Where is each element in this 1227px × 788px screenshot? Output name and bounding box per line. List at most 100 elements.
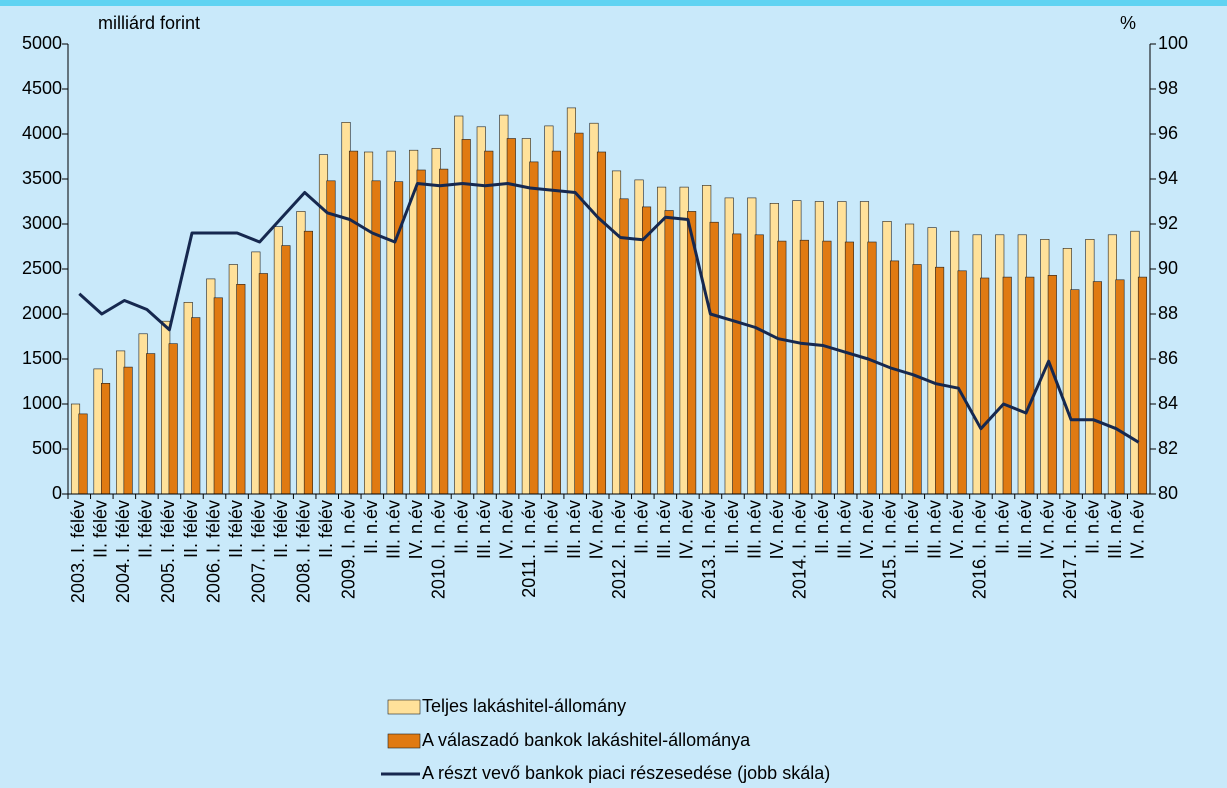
bar: [777, 240, 787, 495]
bar: [1137, 276, 1148, 495]
bar: [1047, 274, 1057, 495]
y-tick-label: 3000: [22, 213, 62, 233]
bar: [1115, 279, 1125, 495]
x-tick-label: IV. n.év: [1127, 500, 1147, 559]
x-tick-label: III. n.év: [384, 500, 404, 559]
bar: [935, 266, 945, 495]
y2-axis-title: %: [1120, 13, 1136, 33]
bar: [1025, 276, 1035, 495]
x-tick-label: II. félév: [91, 500, 111, 558]
bar: [439, 168, 449, 495]
x-tick-label: II. n.év: [902, 500, 922, 554]
bar: [574, 132, 584, 495]
y-axis-title: milliárd forint: [98, 13, 200, 33]
bar: [484, 150, 494, 495]
bar: [889, 260, 900, 495]
bar: [1092, 281, 1102, 495]
bar: [371, 180, 381, 495]
bar: [754, 234, 764, 495]
x-tick-label: 2013. I. n.év: [699, 500, 719, 599]
x-tick-label: III. n.év: [744, 500, 764, 559]
bar: [281, 245, 291, 495]
x-tick-label: II. n.év: [541, 500, 561, 554]
bar: [596, 151, 607, 495]
x-tick-label: II. n.év: [361, 500, 381, 554]
y-tick-label: 1000: [22, 393, 62, 413]
bar: [912, 264, 922, 495]
bar: [980, 277, 990, 495]
x-tick-label: II. n.év: [722, 500, 742, 554]
legend-label: A részt vevő bankok piaci részesedése (j…: [422, 763, 830, 783]
y-tick-label: 4500: [22, 78, 62, 98]
bar: [732, 233, 742, 495]
x-tick-label: II. n.év: [992, 500, 1012, 554]
y-tick-label: 3500: [22, 168, 62, 188]
x-tick-label: III. n.év: [654, 500, 674, 559]
bar: [213, 297, 223, 495]
y2-tick-label: 100: [1158, 33, 1188, 53]
x-tick-label: III. n.év: [834, 500, 854, 559]
y-tick-label: 500: [32, 438, 62, 458]
x-tick-label: III. n.év: [1015, 500, 1035, 559]
y2-tick-label: 88: [1158, 303, 1178, 323]
bar: [168, 343, 178, 495]
bar: [101, 382, 111, 495]
x-tick-label: III. n.év: [1105, 500, 1125, 559]
x-tick-label: IV. n.év: [586, 500, 606, 559]
y-tick-label: 2500: [22, 258, 62, 278]
bar: [822, 240, 832, 495]
x-tick-label: II. félév: [226, 500, 246, 558]
y-tick-label: 4000: [22, 123, 62, 143]
bar: [326, 180, 336, 495]
bar: [146, 353, 156, 495]
y2-tick-label: 92: [1158, 213, 1178, 233]
y2-tick-label: 90: [1158, 258, 1178, 278]
x-tick-label: 2017. I. n.év: [1060, 500, 1080, 599]
x-tick-label: 2008. I. félév: [293, 500, 313, 603]
x-tick-label: 2016. I. n.év: [970, 500, 990, 599]
bar: [799, 239, 809, 495]
x-tick-label: 2005. I. félév: [158, 500, 178, 603]
y2-tick-label: 86: [1158, 348, 1178, 368]
bar: [1070, 289, 1080, 495]
y-tick-label: 1500: [22, 348, 62, 368]
y2-tick-label: 98: [1158, 78, 1178, 98]
bar: [461, 139, 471, 495]
legend-swatch: [387, 733, 421, 749]
x-tick-label: II. n.év: [812, 500, 832, 554]
x-tick-label: 2006. I. félév: [203, 500, 223, 603]
x-tick-label: 2007. I. félév: [248, 500, 268, 603]
legend-swatch: [387, 699, 421, 715]
y2-tick-label: 94: [1158, 168, 1178, 188]
bar: [506, 138, 516, 495]
y-tick-label: 2000: [22, 303, 62, 323]
bar: [867, 241, 877, 495]
x-tick-label: 2010. I. n.év: [429, 500, 449, 599]
bar: [416, 169, 426, 495]
bar: [619, 198, 629, 495]
x-tick-label: III. n.év: [564, 500, 584, 559]
x-tick-label: 2014. I. n.év: [789, 500, 809, 599]
x-tick-label: 2015. I. n.év: [880, 500, 900, 599]
bar: [258, 273, 268, 495]
x-tick-label: IV. n.év: [767, 500, 787, 559]
x-tick-label: II. félév: [136, 500, 156, 558]
x-tick-label: II. n.év: [632, 500, 652, 554]
x-tick-label: IV. n.év: [857, 500, 877, 559]
bar: [1002, 276, 1012, 495]
x-tick-label: II. félév: [181, 500, 201, 558]
y-tick-label: 0: [52, 483, 62, 503]
bar: [664, 210, 674, 495]
bar: [844, 241, 854, 495]
y-tick-label: 5000: [22, 33, 62, 53]
x-tick-label: II. félév: [316, 500, 336, 558]
x-tick-label: IV. n.év: [1037, 500, 1057, 559]
bar: [957, 270, 967, 495]
x-tick-label: IV. n.év: [947, 500, 967, 559]
x-tick-label: IV. n.év: [496, 500, 516, 559]
y2-tick-label: 84: [1158, 393, 1178, 413]
x-tick-label: III. n.év: [925, 500, 945, 559]
line-series: [78, 182, 1140, 444]
bar: [529, 161, 539, 495]
